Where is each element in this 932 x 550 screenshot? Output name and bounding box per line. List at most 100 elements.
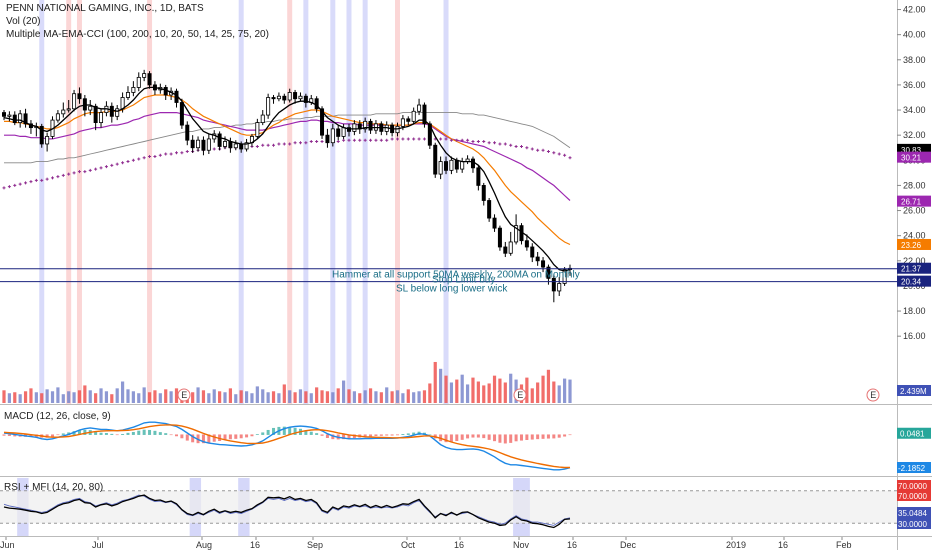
ma-dotted-marker: [493, 141, 497, 145]
ma-dotted-marker: [61, 173, 65, 177]
signal-value-text: -2.1852: [898, 464, 926, 473]
time-tick-label: Dec: [620, 540, 637, 550]
volume-bar-up: [99, 388, 103, 403]
ma-dotted-marker: [288, 142, 292, 146]
volume-bar-down: [368, 388, 373, 403]
price-label-text: 26.71: [901, 198, 922, 207]
cci-highlight-band: [443, 0, 449, 404]
macd-histogram-bar: [449, 434, 453, 442]
macd-histogram-bar: [266, 429, 270, 435]
earnings-marker: [866, 388, 880, 402]
macd-histogram-bar: [482, 434, 486, 439]
volume-bar-up: [207, 393, 211, 403]
volume-bar-up: [50, 391, 55, 403]
macd-histogram-bar: [530, 434, 534, 440]
ma-dotted-marker: [563, 153, 567, 157]
volume-bar-down: [525, 377, 529, 403]
volume-bar-up: [465, 384, 470, 403]
candle-down: [503, 246, 508, 254]
macd-histogram-bar: [94, 431, 98, 435]
volume-bar-up: [18, 394, 22, 403]
cci-highlight-band: [76, 0, 82, 404]
price-tick-label: 26.00: [903, 206, 926, 216]
macd-histogram-bar: [261, 432, 265, 435]
volume-bar-down: [191, 392, 195, 403]
ma-dotted-marker: [34, 178, 38, 182]
ma-dotted-marker: [352, 138, 356, 142]
volume-bar-down: [94, 393, 98, 403]
ma-dotted-marker: [110, 163, 114, 167]
macd-histogram-bar: [180, 434, 184, 439]
macd-histogram-bar: [466, 434, 470, 439]
volume-bar-up: [261, 389, 265, 403]
earnings-marker: [513, 388, 527, 402]
candle-up: [72, 93, 77, 110]
price-label-text: 21.37: [901, 265, 922, 274]
macd-histogram-bar: [212, 434, 216, 442]
price-tick-label: 22.00: [903, 256, 926, 266]
volume-bar-down: [552, 381, 556, 403]
time-tick-label: Feb: [836, 540, 852, 550]
macd-histogram-bar: [104, 433, 108, 435]
volume-label-text: 2.439M: [900, 387, 927, 396]
candle-up: [255, 122, 260, 137]
macd-histogram-bar: [557, 434, 561, 438]
ma-dotted-marker: [363, 138, 367, 142]
ma-dotted-marker: [541, 148, 545, 152]
volume-bar-up: [126, 389, 130, 403]
ma-dotted-marker: [56, 175, 60, 179]
cci-highlight-band: [362, 0, 368, 404]
macd-histogram-bar: [568, 434, 572, 436]
macd-histogram-bar: [455, 434, 459, 442]
cci-highlight-band: [39, 0, 45, 404]
volume-bar-down: [239, 390, 243, 403]
macd-histogram-bar: [288, 427, 292, 435]
macd-histogram-bar: [2, 434, 6, 436]
cci-highlight-band: [238, 0, 244, 404]
macd-histogram-bar: [13, 434, 17, 437]
ma-dotted-marker: [471, 139, 475, 143]
volume-bar-down: [406, 389, 410, 403]
macd-histogram-bar: [552, 434, 556, 439]
volume-bar-up: [557, 385, 561, 403]
volume-bar-down: [476, 381, 480, 403]
macd-histogram-bar: [315, 433, 319, 435]
volume-bar-up: [374, 391, 378, 403]
volume-bar-up: [223, 392, 227, 403]
candle-down: [282, 95, 287, 101]
volume-bar-up: [395, 390, 400, 403]
ma-dotted-marker: [315, 139, 319, 143]
macd-histogram-bar: [325, 434, 329, 438]
ma-dotted-marker: [347, 138, 351, 142]
volume-bar-up: [460, 374, 464, 403]
candle-down: [163, 87, 168, 96]
macd-histogram-bar: [164, 433, 168, 435]
macd-histogram-bar: [255, 434, 259, 435]
ma-dotted-marker: [487, 141, 491, 145]
ma-dotted-marker: [519, 144, 523, 148]
volume-bar-down: [422, 390, 427, 403]
macd-histogram-bar: [121, 434, 125, 435]
macd-histogram-bar: [245, 434, 249, 438]
rsi-value-badge: [897, 507, 931, 518]
ma-dotted-marker: [482, 139, 486, 143]
candle-down: [201, 139, 206, 151]
cci-highlight-band: [330, 0, 336, 404]
macd-histogram-bar: [131, 431, 135, 435]
volume-legend: Vol (20): [6, 16, 41, 27]
ma-dotted-marker: [422, 137, 426, 141]
earnings-marker-label: E: [870, 390, 876, 400]
macd-histogram-bar: [250, 434, 254, 437]
earnings-marker-label: E: [517, 390, 523, 400]
volume-bar-down: [40, 393, 44, 403]
cci-highlight-band: [346, 0, 352, 404]
macd-histogram-bar: [493, 434, 497, 442]
time-tick-label: Nov: [513, 540, 530, 550]
candle-up: [206, 138, 211, 151]
volume-bar-down: [218, 391, 222, 403]
ma-dotted-marker: [385, 138, 389, 142]
rsi-value-text: 70.0000: [898, 482, 927, 491]
time-tick-label: Oct: [401, 540, 416, 550]
candle-down: [185, 124, 190, 141]
